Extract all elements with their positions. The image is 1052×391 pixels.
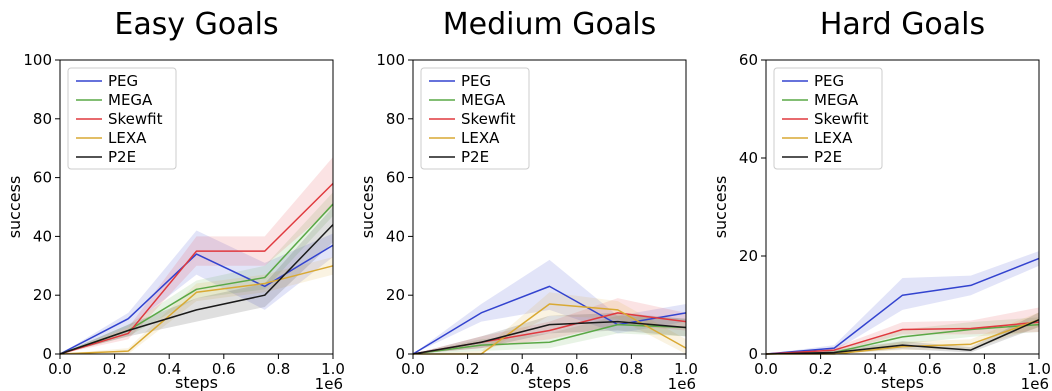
chart-panel-0: Easy Goals 0.0 0.2 0.4 0.6 0.8 1.0 0 20 40 60 80 100… xyxy=(5,7,345,391)
x-tick-label: 0.0 xyxy=(48,360,72,378)
y-axis-label: success xyxy=(5,176,24,239)
series-band-skewfit xyxy=(60,157,333,354)
plot-frame xyxy=(765,59,1040,355)
series-line-p2e xyxy=(59,224,334,355)
y-tick-label: 20 xyxy=(33,286,52,304)
y-tick-label: 100 xyxy=(376,51,405,69)
series-line-p2e xyxy=(765,319,1040,355)
legend-label-skewfit: Skewfit xyxy=(108,110,163,128)
legend-box xyxy=(773,67,883,170)
y-tick-label: 0 xyxy=(748,345,758,363)
x-tick-label: 0.8 xyxy=(972,360,996,378)
y-tick-label: 40 xyxy=(33,227,52,245)
y-tick-label: 100 xyxy=(23,51,52,69)
y-tick-label: 60 xyxy=(386,169,405,187)
series-line-lexa xyxy=(59,265,334,355)
series-line-skewfit xyxy=(59,182,334,355)
series-band-peg xyxy=(766,251,1039,354)
series-band-peg xyxy=(60,230,333,354)
chart-panel-2: Hard Goals 0.0 0.2 0.4 0.6 0.8 1.0 0 20 40 60 steps… xyxy=(711,7,1051,391)
series-band-peg xyxy=(413,259,686,354)
legend-label-p2e: P2E xyxy=(461,148,489,166)
legend-label-peg: PEG xyxy=(814,72,844,90)
legend-label-skewfit: Skewfit xyxy=(461,110,516,128)
legend-label-mega: MEGA xyxy=(108,91,153,109)
x-tick-label: 0.4 xyxy=(510,360,534,378)
legend-box xyxy=(67,67,177,170)
x-tick-label: 1.0 xyxy=(674,360,698,378)
legend-label-p2e: P2E xyxy=(108,148,136,166)
legend-label-peg: PEG xyxy=(461,72,491,90)
y-tick-label: 80 xyxy=(386,110,405,128)
y-tick-label: 20 xyxy=(739,247,758,265)
y-tick-label: 60 xyxy=(33,169,52,187)
y-tick-label: 80 xyxy=(33,110,52,128)
x-multiplier-label: 1e6 xyxy=(668,375,696,391)
legend-box xyxy=(420,67,530,170)
legend-label-mega: MEGA xyxy=(461,91,506,109)
series-line-skewfit xyxy=(765,321,1040,355)
x-tick-label: 0.6 xyxy=(565,360,589,378)
x-multiplier-label: 1e6 xyxy=(315,375,343,391)
chart-title: Medium Goals xyxy=(443,7,656,42)
legend-label-lexa: LEXA xyxy=(108,129,147,147)
chart-title: Hard Goals xyxy=(820,7,985,42)
series-band-mega xyxy=(60,192,333,354)
legend-label-peg: PEG xyxy=(108,72,138,90)
x-axis-label: steps xyxy=(528,373,571,391)
chart-title: Easy Goals xyxy=(114,7,278,42)
x-tick-label: 0.2 xyxy=(103,360,127,378)
x-tick-label: 1.0 xyxy=(321,360,345,378)
y-tick-label: 60 xyxy=(739,51,758,69)
legend-label-p2e: P2E xyxy=(814,148,842,166)
series-line-peg xyxy=(765,257,1040,355)
x-tick-label: 0.2 xyxy=(809,360,833,378)
x-tick-label: 0.0 xyxy=(754,360,778,378)
x-tick-label: 0.4 xyxy=(157,360,181,378)
x-multiplier-label: 1e6 xyxy=(1021,375,1049,391)
y-tick-label: 40 xyxy=(386,227,405,245)
legend-label-mega: MEGA xyxy=(814,91,859,109)
y-tick-label: 20 xyxy=(386,286,405,304)
chart-panel-1: Medium Goals 0.0 0.2 0.4 0.6 0.8 1.0 0 20 40 60 80 1… xyxy=(358,7,698,391)
series-line-mega xyxy=(412,323,687,355)
x-tick-label: 0.8 xyxy=(266,360,290,378)
series-line-peg xyxy=(412,285,687,355)
x-tick-label: 0.6 xyxy=(918,360,942,378)
legend-label-skewfit: Skewfit xyxy=(814,110,869,128)
y-axis-label: success xyxy=(358,176,377,239)
y-tick-label: 40 xyxy=(739,149,758,167)
series-band-lexa xyxy=(60,256,333,354)
x-axis-label: steps xyxy=(175,373,218,391)
x-tick-label: 0.0 xyxy=(401,360,425,378)
series-band-skewfit xyxy=(766,307,1039,354)
plot-frame xyxy=(412,59,687,355)
legend-label-lexa: LEXA xyxy=(461,129,500,147)
series-band-mega xyxy=(766,317,1039,354)
y-tick-label: 0 xyxy=(395,345,405,363)
plot-frame xyxy=(59,59,334,355)
x-tick-label: 0.2 xyxy=(456,360,480,378)
x-tick-label: 1.0 xyxy=(1027,360,1051,378)
x-tick-label: 0.6 xyxy=(212,360,236,378)
x-axis-label: steps xyxy=(881,373,924,391)
series-band-p2e xyxy=(413,312,686,354)
series-line-p2e xyxy=(412,320,687,355)
series-band-lexa xyxy=(413,292,686,354)
legend-label-lexa: LEXA xyxy=(814,129,853,147)
x-tick-label: 0.4 xyxy=(863,360,887,378)
x-tick-label: 0.8 xyxy=(619,360,643,378)
y-axis-label: success xyxy=(711,176,730,239)
y-tick-label: 0 xyxy=(42,345,52,363)
